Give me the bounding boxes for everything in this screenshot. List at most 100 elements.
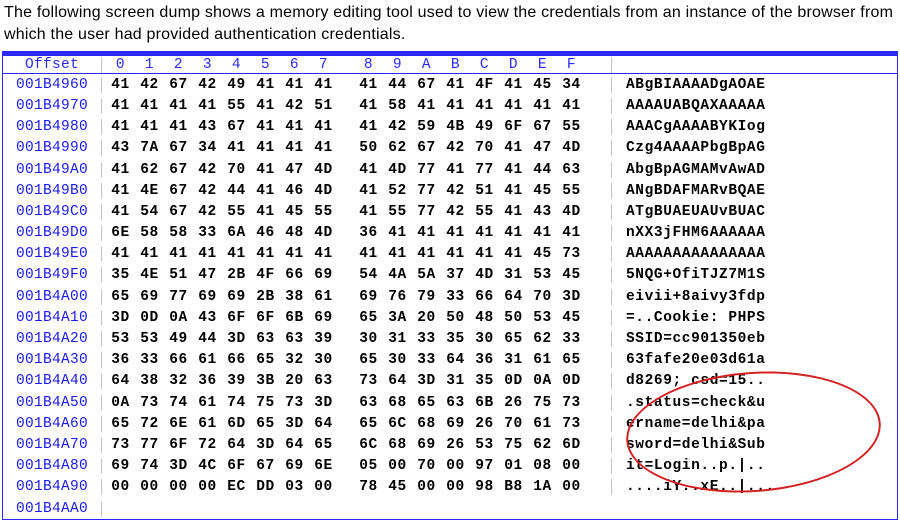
hex-byte[interactable]: 4E	[135, 183, 164, 199]
hex-byte[interactable]: 65	[251, 416, 280, 432]
hex-byte[interactable]: 41	[106, 98, 135, 114]
hex-byte[interactable]: 3D	[164, 458, 193, 474]
hex-byte[interactable]: 35	[106, 267, 135, 283]
hex-byte[interactable]: 41	[557, 98, 586, 114]
hex-byte[interactable]: 6C	[383, 416, 412, 432]
hex-byte[interactable]: 79	[412, 289, 441, 305]
hex-byte[interactable]: 3D	[106, 310, 135, 326]
hex-byte[interactable]: 39	[309, 331, 338, 347]
hex-byte[interactable]: 41	[354, 183, 383, 199]
hex-byte[interactable]: 41	[470, 98, 499, 114]
hex-byte[interactable]: 00	[135, 479, 164, 495]
hex-byte[interactable]: 76	[383, 289, 412, 305]
hex-byte[interactable]: 41	[251, 98, 280, 114]
hex-byte[interactable]: 41	[412, 98, 441, 114]
hex-byte[interactable]: 48	[470, 310, 499, 326]
hex-byte[interactable]: 41	[280, 246, 309, 262]
hex-byte[interactable]: 41	[106, 119, 135, 135]
hex-byte[interactable]: 0A	[528, 373, 557, 389]
hex-byte[interactable]: 3A	[383, 310, 412, 326]
hex-byte[interactable]: 67	[164, 77, 193, 93]
hex-byte[interactable]: 36	[193, 373, 222, 389]
hex-byte[interactable]: 6E	[309, 458, 338, 474]
hex-byte[interactable]: 65	[106, 289, 135, 305]
hex-byte[interactable]: 68	[412, 416, 441, 432]
hex-byte[interactable]: 53	[470, 437, 499, 453]
hex-byte[interactable]: 45	[557, 310, 586, 326]
hex-byte[interactable]: 66	[222, 352, 251, 368]
hex-byte[interactable]: 41	[193, 246, 222, 262]
hex-byte[interactable]: B8	[499, 479, 528, 495]
hex-byte[interactable]: 2B	[251, 289, 280, 305]
hex-byte[interactable]: 41	[499, 162, 528, 178]
hex-byte[interactable]: 77	[135, 437, 164, 453]
hex-byte[interactable]: 48	[280, 225, 309, 241]
hex-byte[interactable]: 35	[470, 373, 499, 389]
hex-byte[interactable]: 50	[499, 310, 528, 326]
hex-byte[interactable]: 34	[193, 140, 222, 156]
hex-byte[interactable]: 69	[354, 289, 383, 305]
hex-byte[interactable]: 43	[106, 140, 135, 156]
hex-byte[interactable]: 3D	[251, 437, 280, 453]
hex-byte[interactable]: 33	[412, 352, 441, 368]
hex-byte[interactable]: 77	[164, 289, 193, 305]
hex-byte[interactable]: 74	[222, 395, 251, 411]
hex-byte[interactable]: 41	[164, 98, 193, 114]
hex-byte[interactable]: 5A	[412, 267, 441, 283]
hex-row[interactable]: 001B49604142674249414141414467414F414534…	[3, 74, 897, 95]
hex-byte[interactable]: 00	[309, 479, 338, 495]
hex-byte[interactable]: 26	[470, 416, 499, 432]
hex-byte[interactable]: 67	[164, 183, 193, 199]
hex-byte[interactable]: 42	[135, 77, 164, 93]
hex-byte[interactable]: 54	[354, 267, 383, 283]
hex-byte[interactable]: 64	[222, 437, 251, 453]
hex-byte[interactable]: 78	[354, 479, 383, 495]
hex-byte[interactable]: 61	[193, 395, 222, 411]
hex-byte[interactable]: 3D	[309, 395, 338, 411]
hex-byte[interactable]: 42	[193, 204, 222, 220]
hex-byte[interactable]: 33	[441, 289, 470, 305]
hex-byte[interactable]: 6F	[222, 458, 251, 474]
hex-row[interactable]: 001B49D06E5858336A46484D3641414141414141…	[3, 223, 897, 244]
hex-byte[interactable]: 39	[222, 373, 251, 389]
hex-byte[interactable]: 0A	[106, 395, 135, 411]
hex-byte[interactable]: 41	[106, 162, 135, 178]
hex-byte[interactable]: 61	[309, 289, 338, 305]
hex-byte[interactable]: 69	[280, 458, 309, 474]
hex-byte[interactable]: 33	[557, 331, 586, 347]
hex-byte[interactable]: 41	[354, 98, 383, 114]
hex-byte[interactable]: 2B	[222, 267, 251, 283]
hex-byte[interactable]: 4F	[251, 267, 280, 283]
hex-byte[interactable]: 0D	[557, 373, 586, 389]
hex-byte[interactable]: 73	[135, 395, 164, 411]
hex-byte[interactable]: 4D	[309, 162, 338, 178]
hex-byte[interactable]: 70	[222, 162, 251, 178]
hex-byte[interactable]: 69	[309, 267, 338, 283]
hex-byte[interactable]: 53	[106, 331, 135, 347]
hex-byte[interactable]: 75	[499, 437, 528, 453]
hex-byte[interactable]: 49	[470, 119, 499, 135]
hex-row[interactable]: 001B4990437A673441414141506267427041474D…	[3, 138, 897, 159]
hex-byte[interactable]: 45	[528, 246, 557, 262]
hex-byte[interactable]: 52	[383, 183, 412, 199]
hex-byte[interactable]: 46	[251, 225, 280, 241]
hex-byte[interactable]: 69	[135, 289, 164, 305]
hex-byte[interactable]: 41	[528, 98, 557, 114]
hex-byte[interactable]: 30	[354, 331, 383, 347]
hex-byte[interactable]: 49	[164, 331, 193, 347]
hex-byte[interactable]: 6D	[557, 437, 586, 453]
hex-byte[interactable]: 00	[383, 458, 412, 474]
hex-byte[interactable]: 42	[193, 77, 222, 93]
hex-row[interactable]: 001B49C04154674255414555415577425541434D…	[3, 201, 897, 222]
hex-byte[interactable]: 41	[309, 246, 338, 262]
hex-row[interactable]: 001B4A9000000000ECDD03007845000098B81A00…	[3, 477, 897, 498]
hex-byte[interactable]: 41	[441, 246, 470, 262]
hex-byte[interactable]: 72	[135, 416, 164, 432]
hex-byte[interactable]: 47	[528, 140, 557, 156]
hex-byte[interactable]: 42	[193, 162, 222, 178]
hex-byte[interactable]: 41	[528, 225, 557, 241]
hex-byte[interactable]: 30	[470, 331, 499, 347]
hex-byte[interactable]: 41	[383, 225, 412, 241]
hex-byte[interactable]: 63	[309, 373, 338, 389]
hex-byte[interactable]: 00	[441, 458, 470, 474]
